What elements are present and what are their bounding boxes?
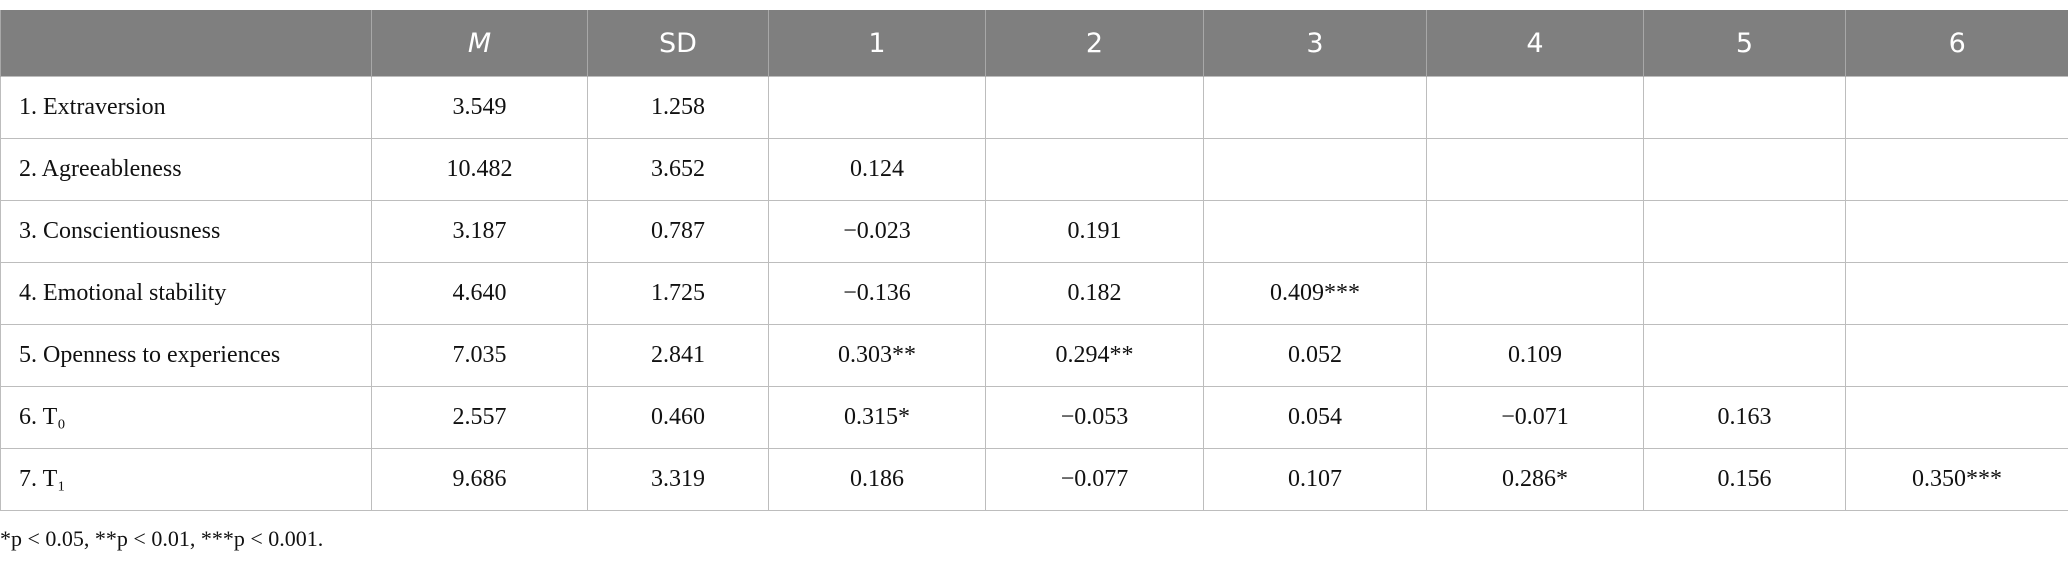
correlation-cell: 0.186 bbox=[768, 448, 986, 511]
correlation-cell: −0.136 bbox=[768, 262, 986, 325]
empty-cell bbox=[1203, 138, 1427, 201]
correlation-cell: 0.315* bbox=[768, 386, 986, 449]
empty-cell bbox=[1845, 138, 2068, 201]
mean-cell: 7.035 bbox=[371, 324, 588, 387]
table-row: 4. Emotional stability 4.640 1.725 −0.136 0.… bbox=[0, 262, 2068, 325]
correlation-cell: 0.163 bbox=[1643, 386, 1846, 449]
correlation-cell: 0.350*** bbox=[1845, 448, 2068, 511]
correlation-cell: 0.191 bbox=[985, 200, 1204, 263]
table-row: 7. T₁ 9.686 3.319 0.186 −0.077 0.107 0.286* 0.1… bbox=[0, 448, 2068, 511]
empty-cell bbox=[1845, 200, 2068, 263]
empty-cell bbox=[1643, 262, 1846, 325]
correlation-cell: 0.054 bbox=[1203, 386, 1427, 449]
sd-cell: 2.841 bbox=[587, 324, 769, 387]
table-row: 5. Openness to experiences 7.035 2.841 0.30… bbox=[0, 324, 2068, 387]
row-label: 4. Emotional stability bbox=[0, 262, 372, 325]
correlation-cell: −0.023 bbox=[768, 200, 986, 263]
mean-cell: 2.557 bbox=[371, 386, 588, 449]
header-cell: 2 bbox=[985, 10, 1204, 77]
sd-cell: 1.725 bbox=[587, 262, 769, 325]
empty-cell bbox=[1643, 324, 1846, 387]
correlation-cell: 0.107 bbox=[1203, 448, 1427, 511]
empty-cell bbox=[1845, 324, 2068, 387]
header-cell: SD bbox=[587, 10, 769, 77]
table-row: 6. T₀ 2.557 0.460 0.315* −0.053 0.054 −0.071 0.… bbox=[0, 386, 2068, 449]
sd-cell: 0.787 bbox=[587, 200, 769, 263]
mean-cell: 10.482 bbox=[371, 138, 588, 201]
correlation-cell: 0.409*** bbox=[1203, 262, 1427, 325]
table-row: 1. Extraversion 3.549 1.258 bbox=[0, 76, 2068, 139]
empty-cell bbox=[1845, 76, 2068, 139]
empty-cell bbox=[768, 76, 986, 139]
header-cell: 4 bbox=[1426, 10, 1644, 77]
row-label: 7. T₁ bbox=[0, 448, 372, 511]
empty-cell bbox=[1845, 262, 2068, 325]
empty-cell bbox=[1203, 76, 1427, 139]
row-label: 1. Extraversion bbox=[0, 76, 372, 139]
mean-cell: 9.686 bbox=[371, 448, 588, 511]
correlation-cell: −0.071 bbox=[1426, 386, 1644, 449]
mean-cell: 3.187 bbox=[371, 200, 588, 263]
empty-cell bbox=[1643, 200, 1846, 263]
table-row: 2. Agreeableness 10.482 3.652 0.124 bbox=[0, 138, 2068, 201]
sd-cell: 0.460 bbox=[587, 386, 769, 449]
row-label: 6. T₀ bbox=[0, 386, 372, 449]
table-row: 3. Conscientiousness 3.187 0.787 −0.023 0.19… bbox=[0, 200, 2068, 263]
mean-cell: 3.549 bbox=[371, 76, 588, 139]
empty-cell bbox=[1426, 76, 1644, 139]
sd-cell: 1.258 bbox=[587, 76, 769, 139]
empty-cell bbox=[1643, 138, 1846, 201]
sd-cell: 3.652 bbox=[587, 138, 769, 201]
correlation-table: M SD 1 2 3 4 5 6 1. Extraversion 3.549 1.258 2. Ag… bbox=[0, 10, 2068, 511]
header-cell: 6 bbox=[1845, 10, 2068, 77]
header-cell: 5 bbox=[1643, 10, 1846, 77]
empty-cell bbox=[1426, 200, 1644, 263]
correlation-cell: 0.124 bbox=[768, 138, 986, 201]
header-cell: M bbox=[371, 10, 588, 77]
correlation-cell: 0.156 bbox=[1643, 448, 1846, 511]
empty-cell bbox=[1203, 200, 1427, 263]
correlation-cell: 0.303** bbox=[768, 324, 986, 387]
correlation-cell: 0.286* bbox=[1426, 448, 1644, 511]
row-label: 3. Conscientiousness bbox=[0, 200, 372, 263]
correlation-cell: 0.052 bbox=[1203, 324, 1427, 387]
mean-cell: 4.640 bbox=[371, 262, 588, 325]
empty-cell bbox=[1643, 76, 1846, 139]
row-label: 5. Openness to experiences bbox=[0, 324, 372, 387]
header-cell bbox=[0, 10, 372, 77]
empty-cell bbox=[1845, 386, 2068, 449]
empty-cell bbox=[1426, 262, 1644, 325]
correlation-cell: 0.294** bbox=[985, 324, 1204, 387]
sd-cell: 3.319 bbox=[587, 448, 769, 511]
row-label: 2. Agreeableness bbox=[0, 138, 372, 201]
correlation-cell: −0.053 bbox=[985, 386, 1204, 449]
header-row: M SD 1 2 3 4 5 6 bbox=[0, 10, 2068, 77]
empty-cell bbox=[1426, 138, 1644, 201]
footnote: *p < 0.05, **p < 0.01, ***p < 0.001. bbox=[0, 526, 324, 551]
correlation-cell: 0.182 bbox=[985, 262, 1204, 325]
correlation-cell: 0.109 bbox=[1426, 324, 1644, 387]
empty-cell bbox=[985, 76, 1204, 139]
correlation-cell: −0.077 bbox=[985, 448, 1204, 511]
header-cell: 1 bbox=[768, 10, 986, 77]
header-cell: 3 bbox=[1203, 10, 1427, 77]
empty-cell bbox=[985, 138, 1204, 201]
